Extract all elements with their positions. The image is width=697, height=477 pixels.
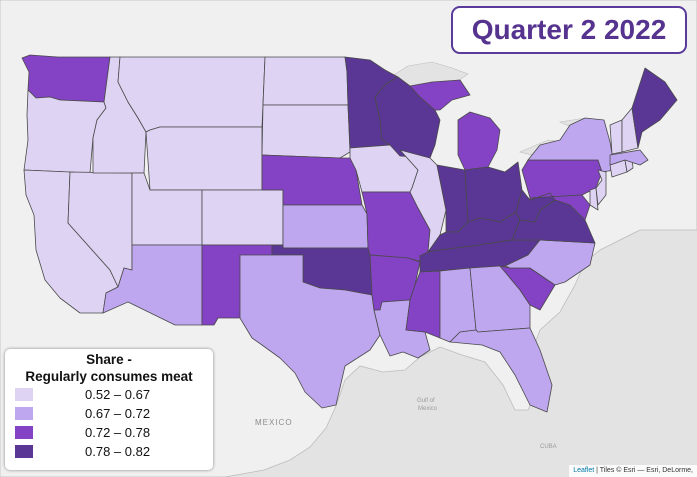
state-mt[interactable]	[117, 56, 266, 133]
legend-label: 0.52 – 0.67	[85, 387, 151, 402]
state-wy[interactable]	[145, 126, 263, 191]
label-mexico: MEXICO	[255, 418, 293, 427]
state-ny[interactable]	[527, 117, 616, 173]
state-de[interactable]	[589, 187, 599, 211]
legend-title-line1: Share -	[86, 352, 132, 367]
legend-swatch	[15, 426, 33, 439]
state-vt[interactable]	[609, 119, 623, 155]
state-sd[interactable]	[261, 104, 351, 159]
state-nc[interactable]	[504, 239, 596, 286]
legend-item: 0.67 – 0.72	[13, 404, 205, 423]
state-oh[interactable]	[464, 161, 523, 223]
state-wa[interactable]	[21, 54, 111, 103]
state-ks[interactable]	[282, 204, 369, 249]
state-nd[interactable]	[262, 56, 349, 106]
legend-label: 0.67 – 0.72	[85, 406, 151, 421]
label-gulf-mexico: Mexico	[418, 406, 438, 412]
legend-item: 0.78 – 0.82	[13, 442, 205, 461]
state-nj[interactable]	[595, 169, 607, 206]
state-me[interactable]	[631, 67, 678, 149]
state-il[interactable]	[399, 149, 447, 253]
label-gulf-of: Gulf of	[417, 398, 435, 404]
state-fl[interactable]	[449, 327, 553, 413]
legend-label: 0.78 – 0.82	[85, 444, 151, 459]
state-la[interactable]	[373, 299, 431, 359]
state-ma[interactable]	[609, 149, 649, 166]
label-cuba: CUBA	[540, 444, 557, 450]
legend-item: 0.72 – 0.78	[13, 423, 205, 442]
legend-swatch	[15, 388, 33, 401]
state-md[interactable]	[529, 192, 591, 221]
quarter-title-box: Quarter 2 2022	[451, 6, 687, 54]
legend-label: 0.72 – 0.78	[85, 425, 151, 440]
leaflet-link[interactable]: Leaflet	[573, 467, 595, 474]
legend-title-line2: Regularly consumes meat	[25, 369, 193, 384]
state-mi[interactable]	[409, 79, 501, 171]
legend-item: 0.52 – 0.67	[13, 385, 205, 404]
states-layer	[21, 54, 678, 413]
legend-swatch	[15, 445, 33, 458]
attribution: Leaflet | Tiles © Esri — Esri, DeLorme,	[569, 465, 697, 477]
legend-swatch	[15, 407, 33, 420]
legend: Share - Regularly consumes meat 0.52 – 0…	[5, 349, 213, 470]
quarter-title: Quarter 2 2022	[471, 14, 667, 45]
state-co[interactable]	[201, 189, 284, 246]
state-tx[interactable]	[239, 254, 381, 409]
attribution-text: | Tiles © Esri — Esri, DeLorme,	[594, 467, 693, 474]
